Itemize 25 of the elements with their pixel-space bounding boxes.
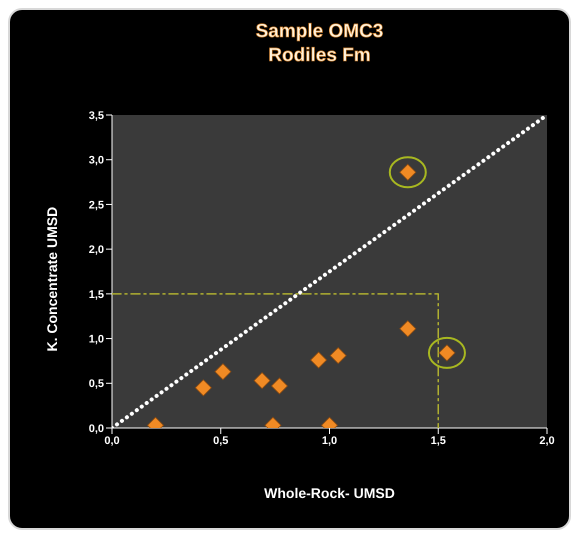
point [428,336,466,369]
y-tick-label: 1,0 [88,333,104,346]
chart-title: Sample OMC3 Rodiles Fm [254,20,384,68]
point [330,347,347,364]
y-tick-label: 3,5 [88,110,104,122]
y-axis-title: K. Concentrate UMSD [44,206,60,352]
x-tick-label: 0,0 [104,434,120,447]
y-tick-label: 3,0 [88,154,104,167]
x-tick-label: 1,5 [430,434,446,447]
x-tick-label: 0,5 [213,434,228,447]
y-tick-label: 1,5 [88,288,104,301]
x-axis-title: Whole-Rock- UMSD [264,484,395,501]
y-tick-label: 0,5 [88,378,104,390]
point [399,320,416,338]
point [388,156,427,188]
point [194,379,212,396]
y-tick-label: 0,0 [88,422,104,435]
point [214,363,232,380]
y-tick-label: 2,5 [88,199,104,212]
x-tick-label: 1,0 [322,434,338,447]
point [254,372,270,390]
x-tick-label: 2,0 [539,434,555,447]
point [271,378,288,394]
point [310,352,328,368]
y-tick-label: 2,0 [88,244,104,256]
